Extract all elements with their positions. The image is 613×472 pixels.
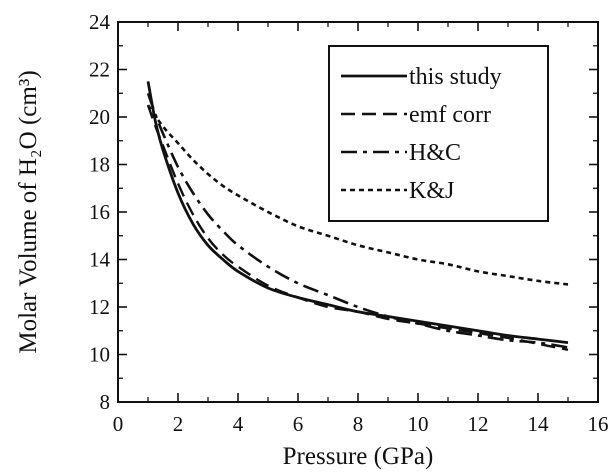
y-tick-label: 24 <box>89 10 111 34</box>
y-axis-label: Molar Volume of H₂O (cm³) <box>15 70 42 353</box>
y-tick-label: 20 <box>89 105 110 129</box>
x-tick-label: 2 <box>173 412 184 436</box>
x-tick-label: 4 <box>233 412 244 436</box>
legend-label-emf-corr: emf corr <box>409 102 491 128</box>
y-tick-label: 12 <box>89 295 110 319</box>
y-tick-label: 22 <box>89 58 110 82</box>
legend: this study emf corr H&C K&J <box>329 46 548 221</box>
y-tick-label: 18 <box>89 153 110 177</box>
x-tick-label: 8 <box>353 412 364 436</box>
legend-label-this-study: this study <box>409 64 502 90</box>
x-tick-label: 14 <box>528 412 550 436</box>
legend-label-h-c: H&C <box>409 140 461 166</box>
x-axis-label: Pressure (GPa) <box>283 443 434 470</box>
x-tick-label: 10 <box>408 412 429 436</box>
y-tick-label: 8 <box>100 390 111 414</box>
y-tick-label: 10 <box>89 343 110 367</box>
x-tick-label: 16 <box>588 412 609 436</box>
x-tick-label: 0 <box>113 412 124 436</box>
y-tick-label: 16 <box>89 200 110 224</box>
y-tick-label: 14 <box>89 248 111 272</box>
legend-label-k-j: K&J <box>409 178 454 204</box>
x-tick-label: 12 <box>468 412 489 436</box>
x-tick-label: 6 <box>293 412 304 436</box>
